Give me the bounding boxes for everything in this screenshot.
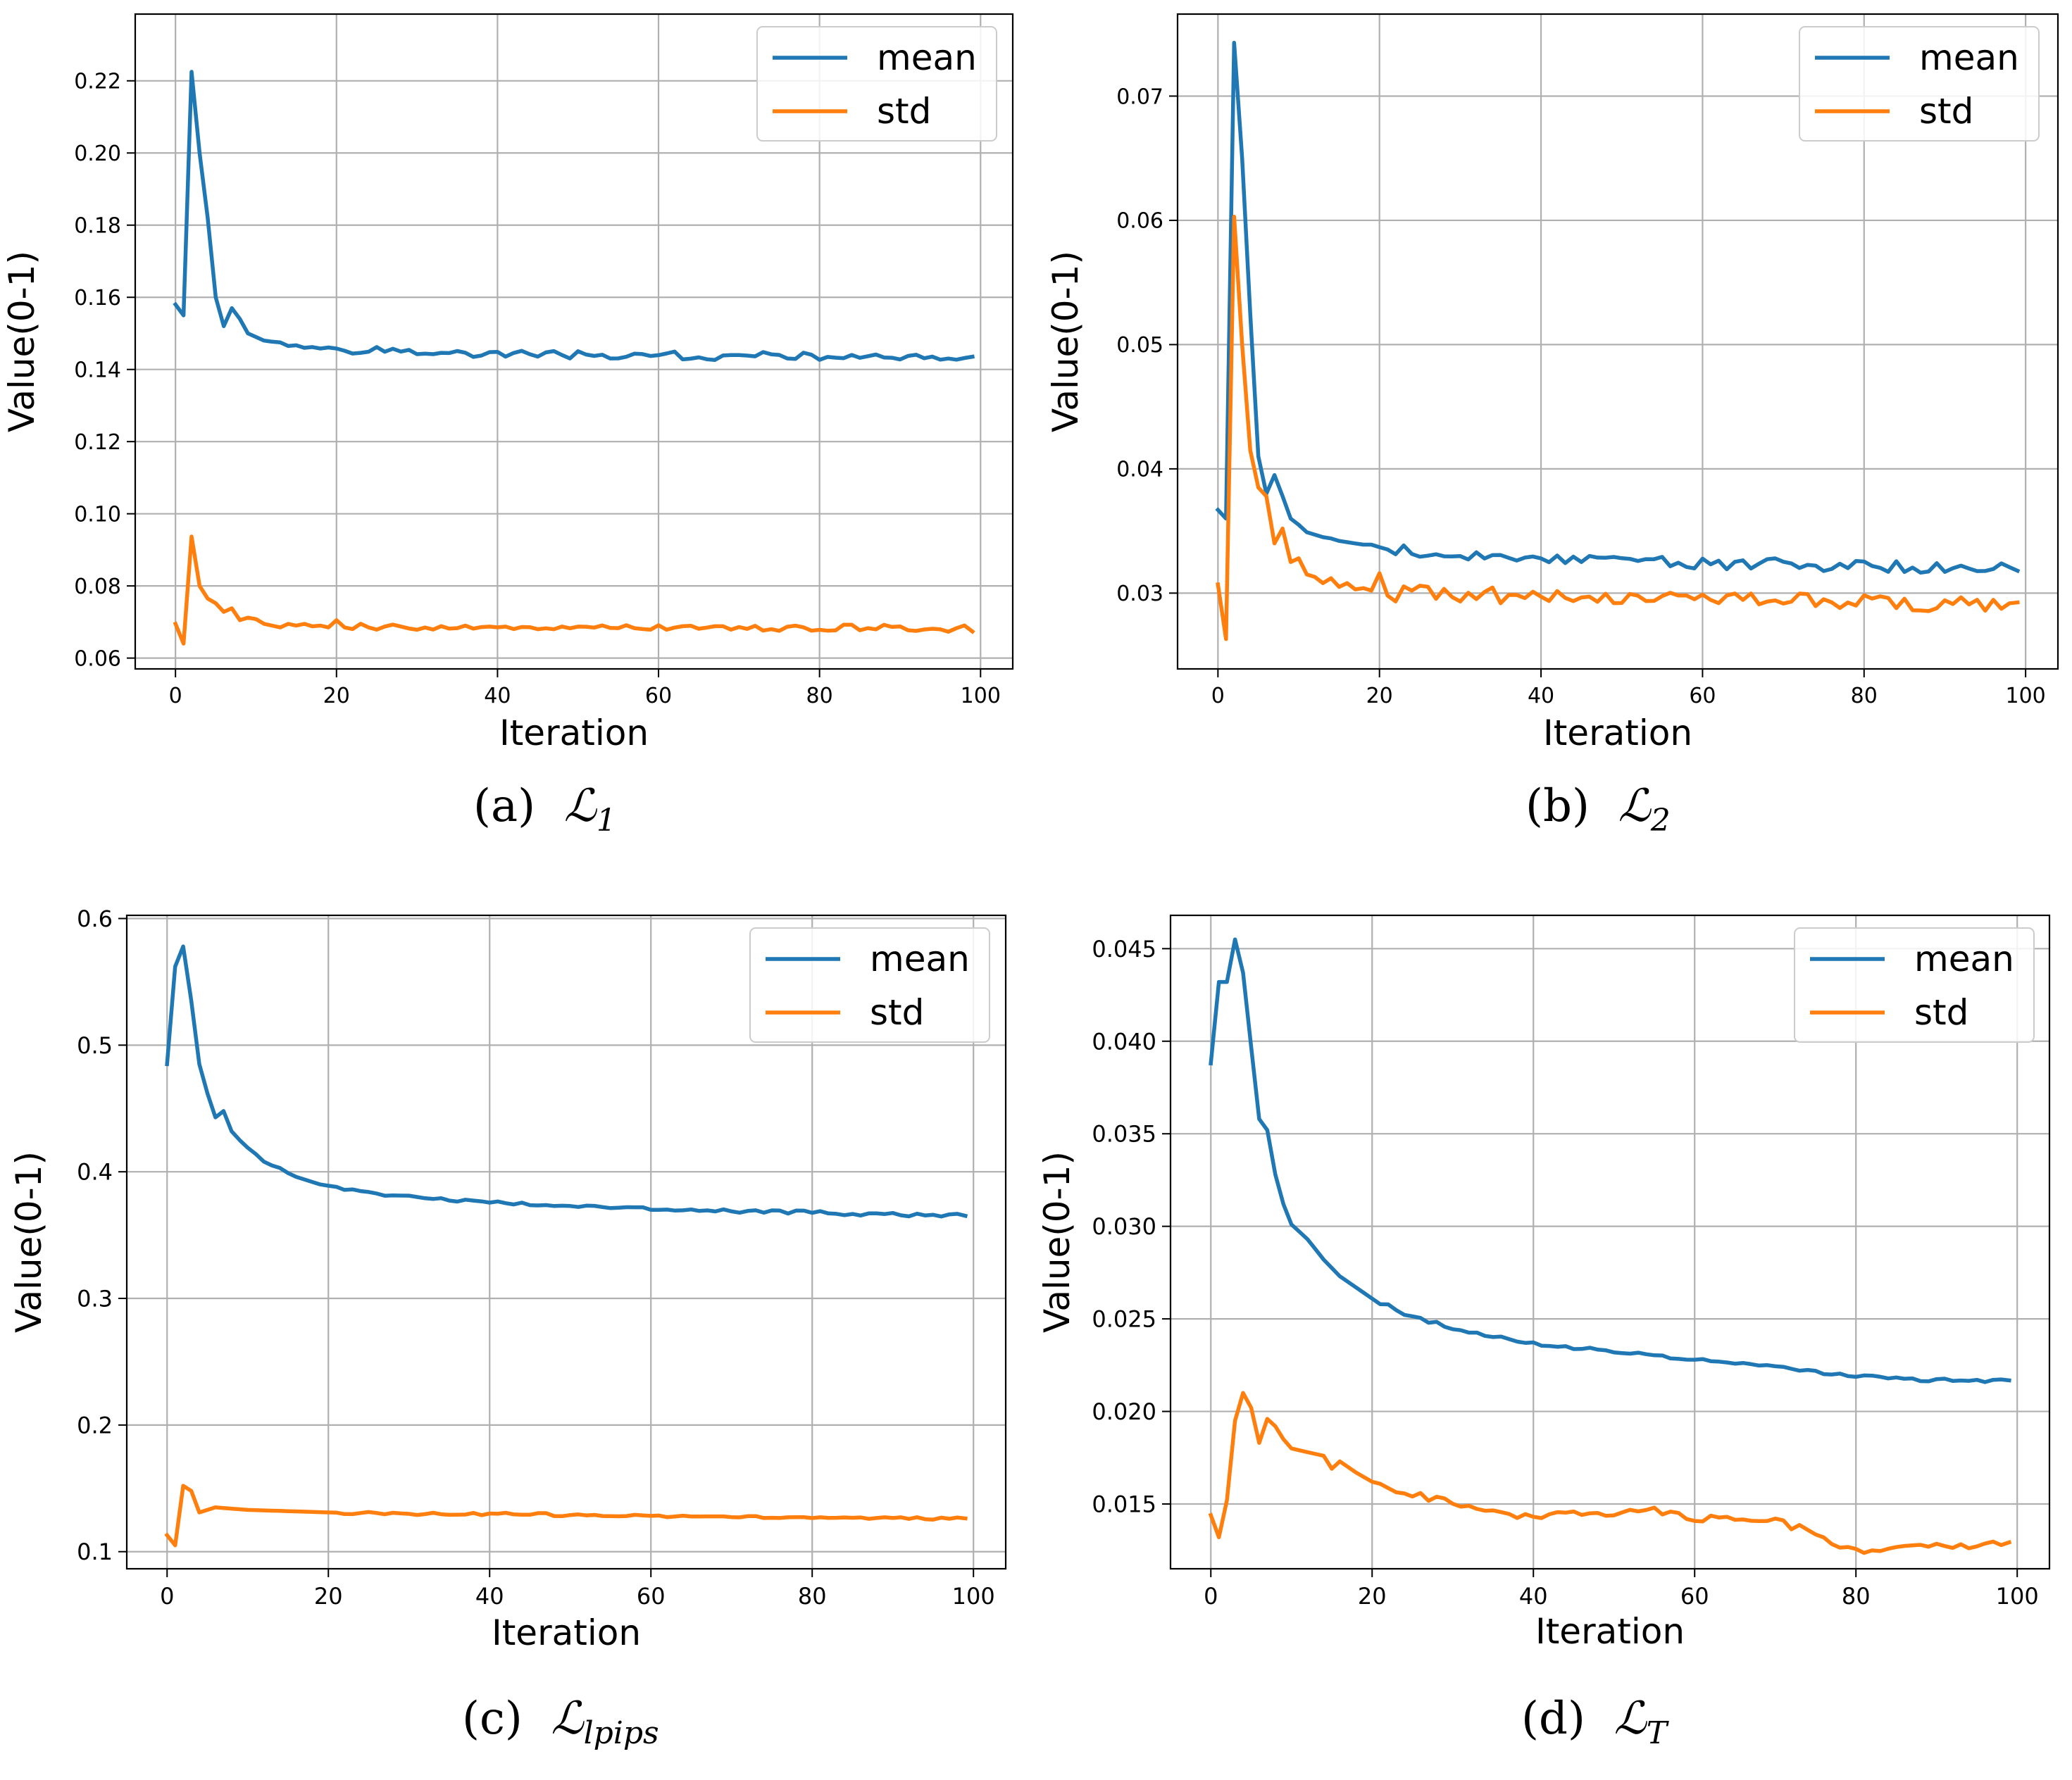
- series-line-mean: [165, 944, 968, 1219]
- chart-a: 0 20 40 60 80 100 0.06 0.08 0.10 0.12 0.14 0.16 0.18…: [1, 13, 1014, 753]
- y-tick-label: 0.14: [74, 358, 121, 383]
- x-tick-label: 100: [2005, 684, 2045, 708]
- y-tick-label: 0.5: [77, 1032, 113, 1059]
- caption-a: (a) ℒ1: [473, 780, 616, 839]
- x-tick-label: 20: [1366, 684, 1393, 708]
- series-line-std: [1216, 214, 2020, 641]
- plot-frame: [1169, 914, 2051, 1570]
- y-tick-label: 0.03: [1116, 582, 1163, 606]
- legend-label-std: std: [870, 992, 924, 1033]
- y-tick-label: 0.045: [1092, 936, 1156, 963]
- caption-d: (d) ℒT: [1521, 1693, 1668, 1751]
- plot-frame: [1176, 13, 2059, 670]
- y-tick-label: 0.035: [1092, 1121, 1156, 1148]
- chart-d: 0 20 40 60 80 100 0.015 0.020 0.025 0.030 0.035 0.0…: [1037, 914, 2051, 1652]
- x-axis-label: Iteration: [1543, 713, 1692, 753]
- x-tick-label: 20: [314, 1583, 343, 1610]
- y-tick-label: 0.12: [74, 430, 121, 455]
- x-tick-label: 60: [637, 1583, 666, 1610]
- x-tick-label: 100: [952, 1583, 995, 1610]
- y-tick-label: 0.025: [1092, 1306, 1156, 1333]
- series-line-mean: [173, 70, 975, 362]
- x-tick-label: 0: [1204, 1583, 1218, 1610]
- x-tick-label: 0: [169, 684, 182, 708]
- y-tick-label: 0.05: [1116, 333, 1163, 358]
- x-axis-label: Iteration: [499, 713, 649, 753]
- y-tick-label: 0.06: [74, 646, 121, 671]
- x-tick-label: 40: [475, 1583, 504, 1610]
- legend-label-std: std: [1919, 91, 1973, 132]
- y-tick-label: 0.1: [77, 1538, 113, 1565]
- caption-b: (b) ℒ2: [1525, 780, 1671, 839]
- plot-frame: [134, 13, 1014, 670]
- x-tick-label: 40: [1519, 1583, 1548, 1610]
- x-tick-label: 80: [798, 1583, 827, 1610]
- x-tick-label: 40: [1528, 684, 1554, 708]
- y-tick-label: 0.10: [74, 502, 121, 527]
- chart-c: 0 20 40 60 80 100 0.1 0.2 0.3 0.4 0.5 0.6 Iteration V…: [8, 905, 1007, 1653]
- series-line-std: [173, 534, 975, 646]
- legend-label-std: std: [1914, 992, 1968, 1033]
- series-line-std: [1208, 1391, 2012, 1555]
- y-tick-label: 0.22: [74, 70, 121, 94]
- y-tick-label: 0.2: [77, 1412, 113, 1439]
- x-tick-label: 80: [806, 684, 833, 708]
- y-axis-label: Value(0-1): [1045, 251, 1086, 432]
- y-tick-label: 0.16: [74, 286, 121, 311]
- x-tick-label: 80: [1851, 684, 1878, 708]
- legend-label-mean: mean: [1919, 37, 2019, 78]
- legend-label-mean: mean: [1914, 939, 2014, 979]
- legend-label-std: std: [877, 91, 931, 132]
- y-tick-label: 0.015: [1092, 1491, 1156, 1518]
- series-line-mean: [1215, 40, 2021, 575]
- y-axis-label: Value(0-1): [1, 251, 42, 432]
- x-tick-label: 0: [160, 1583, 174, 1610]
- y-tick-label: 0.030: [1092, 1213, 1156, 1240]
- y-tick-label: 0.4: [77, 1159, 113, 1186]
- y-axis-label: Value(0-1): [1037, 1151, 1078, 1333]
- x-tick-label: 60: [645, 684, 672, 708]
- x-tick-label: 20: [1358, 1583, 1387, 1610]
- series-line-mean: [1209, 937, 2011, 1384]
- x-tick-label: 20: [323, 684, 350, 708]
- x-axis-label: Iteration: [492, 1612, 641, 1653]
- chart-b: 0 20 40 60 80 100 0.03 0.04 0.05 0.06 0.07 Iteratio…: [1045, 13, 2059, 753]
- series-line-std: [164, 1484, 968, 1548]
- x-tick-label: 80: [1842, 1583, 1871, 1610]
- caption-c: (c) ℒlpips: [462, 1693, 659, 1751]
- x-tick-label: 60: [1680, 1583, 1709, 1610]
- x-tick-label: 100: [1996, 1583, 2039, 1610]
- y-tick-label: 0.6: [77, 905, 113, 932]
- legend-label-mean: mean: [870, 939, 970, 979]
- y-tick-label: 0.020: [1092, 1398, 1156, 1425]
- y-tick-label: 0.07: [1116, 84, 1163, 109]
- x-axis-label: Iteration: [1535, 1611, 1685, 1652]
- legend-label-mean: mean: [877, 37, 977, 78]
- y-tick-label: 0.040: [1092, 1028, 1156, 1055]
- y-axis-label: Value(0-1): [8, 1151, 49, 1333]
- y-tick-label: 0.3: [77, 1286, 113, 1312]
- x-tick-label: 40: [484, 684, 511, 708]
- x-tick-label: 60: [1689, 684, 1716, 708]
- x-tick-label: 0: [1211, 684, 1225, 708]
- y-tick-label: 0.18: [74, 214, 121, 239]
- y-tick-label: 0.08: [74, 575, 121, 599]
- plot-frame: [125, 914, 1007, 1570]
- x-tick-label: 100: [961, 684, 1001, 708]
- y-tick-label: 0.06: [1116, 209, 1163, 234]
- y-tick-label: 0.20: [74, 142, 121, 166]
- y-tick-label: 0.04: [1116, 458, 1163, 482]
